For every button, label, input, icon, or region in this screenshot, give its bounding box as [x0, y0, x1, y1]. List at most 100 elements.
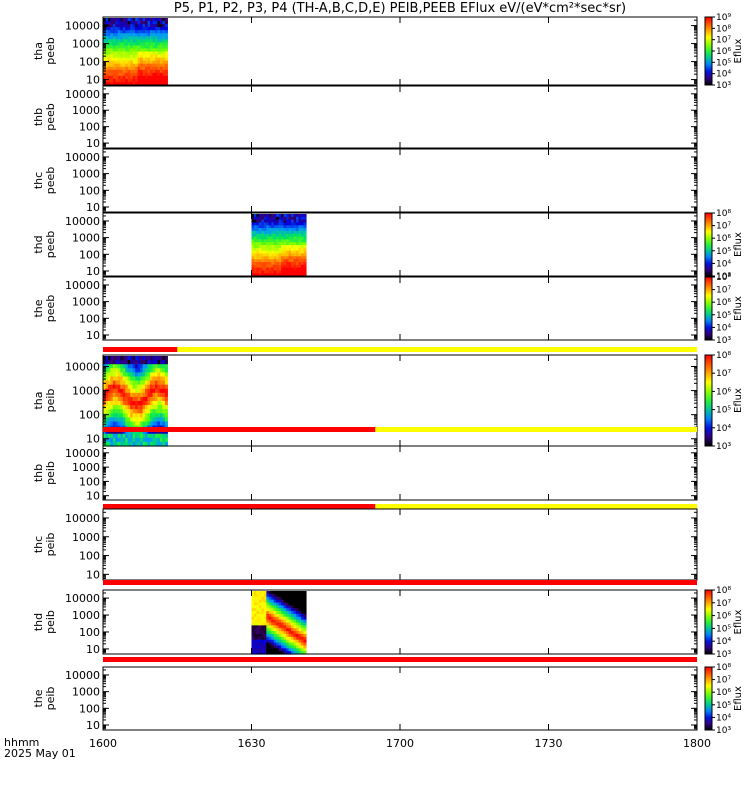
spectrogram-cell — [142, 413, 146, 418]
spectrogram-cell — [251, 593, 255, 598]
spectrogram-cell — [266, 605, 270, 609]
spectrogram-cell — [258, 242, 262, 246]
spectrogram-cell — [273, 261, 277, 266]
spectrogram-cell — [263, 230, 267, 235]
spectrogram-cell — [117, 39, 121, 43]
spectrogram-cell — [301, 270, 305, 274]
spectrogram-cell — [142, 36, 146, 40]
spectrogram-cell — [117, 54, 121, 59]
spectrogram-cell — [152, 372, 156, 378]
spectrogram-cell — [152, 66, 156, 71]
spectrogram-cell — [135, 409, 139, 414]
spectrogram-cell — [157, 81, 161, 86]
spectrogram-cell — [145, 396, 149, 402]
spectrogram-cell — [288, 616, 292, 621]
spectrogram-cell — [147, 30, 151, 34]
y-tick-label: 1000 — [72, 609, 100, 622]
spectrogram-cell — [256, 622, 260, 626]
y-tick-label: 100 — [79, 409, 100, 422]
spectrogram-cell — [261, 648, 265, 652]
spectrogram-cell — [253, 247, 258, 252]
panel-ylabel-product: peeb — [44, 167, 57, 195]
spectrogram-cell — [296, 611, 300, 615]
spectrogram-cell — [117, 388, 121, 394]
spectrogram-cell — [286, 611, 290, 615]
spectrogram-cell — [298, 247, 302, 252]
spectrogram-cell — [251, 599, 255, 604]
spectrogram-cell — [159, 60, 163, 65]
spectrogram-cell — [276, 645, 280, 649]
spectrogram-cell — [258, 645, 262, 649]
spectrogram-cell — [261, 628, 265, 632]
spectrogram-cell — [261, 222, 265, 226]
spectrogram-cell — [152, 421, 156, 427]
spectrogram-cell — [296, 636, 300, 641]
spectrogram-cell — [110, 356, 114, 361]
spectrogram-cell — [296, 619, 300, 624]
spectrogram-cell — [303, 639, 307, 644]
spectrogram-cell — [150, 364, 154, 369]
spectrogram-cell — [256, 636, 260, 641]
spectrogram-cell — [261, 599, 265, 604]
spectrogram-cell — [110, 437, 114, 443]
spectrogram-cell — [122, 18, 126, 22]
spectrogram-cell — [258, 639, 262, 644]
spectrogram-cell — [263, 636, 267, 641]
panel-ylabel: thbpeib — [32, 461, 57, 485]
spectrogram-cell — [164, 392, 168, 398]
spectrogram-cell — [286, 214, 290, 218]
spectrogram-cell — [142, 356, 146, 361]
spectrogram-cell — [147, 48, 151, 53]
spectrogram-cell — [273, 214, 277, 218]
spectrogram-cell — [130, 413, 134, 418]
spectrogram-cell — [152, 54, 156, 59]
spectrogram-cell — [301, 628, 305, 632]
spectrogram-cell — [283, 622, 287, 626]
spectrogram-cell — [142, 18, 146, 22]
spectrogram-cell — [258, 259, 262, 263]
spectrogram-cell — [283, 222, 287, 226]
spectrogram-cell — [298, 642, 302, 647]
spectrogram-cell — [162, 384, 166, 390]
spectrogram-cell — [253, 230, 258, 235]
spectrogram-cell — [157, 384, 161, 390]
spectrogram-cell — [271, 642, 275, 647]
spectrogram-cell — [107, 63, 112, 68]
spectrogram-cell — [125, 39, 129, 43]
spectrogram-cell — [286, 216, 290, 221]
spectrogram-cell — [120, 360, 124, 365]
spectrogram-cell — [125, 392, 129, 398]
spectrogram-cell — [291, 259, 295, 263]
spectrogram-cell — [120, 437, 124, 443]
spectrogram-cell — [135, 66, 139, 71]
spectrogram-cell — [288, 622, 292, 626]
spectrogram-cell — [273, 633, 277, 638]
spectrogram-cell — [281, 216, 285, 221]
spectrogram-cell — [162, 368, 166, 373]
spectrogram-cell — [288, 648, 292, 652]
spectrogram-cell — [145, 437, 149, 443]
spectrogram-cell — [286, 228, 290, 232]
spectrogram-cell — [251, 605, 255, 609]
spectrogram-cell — [122, 42, 126, 47]
spectrogram-cell — [112, 433, 116, 439]
spectrogram-cell — [283, 596, 287, 601]
spectrogram-cell — [261, 233, 265, 238]
spectrogram-cell — [286, 642, 290, 647]
spectrogram-cell — [296, 256, 300, 260]
spectrogram-cell — [150, 388, 154, 394]
spectrogram-cell — [283, 233, 287, 238]
spectrogram-cell — [135, 39, 139, 43]
spectrogram-cell — [132, 60, 136, 65]
spectrogram-cell — [150, 401, 154, 406]
spectrogram-cell — [145, 417, 149, 423]
spectrogram-cell — [298, 633, 302, 638]
spectrogram-cell — [137, 81, 141, 86]
spectrogram-cell — [293, 267, 297, 271]
spectrogram-cell — [271, 247, 275, 252]
spectrogram-cell — [154, 437, 159, 443]
spectrogram-cell — [122, 376, 126, 382]
spectrogram-cell — [281, 242, 285, 246]
spectrogram-cell — [268, 619, 272, 624]
